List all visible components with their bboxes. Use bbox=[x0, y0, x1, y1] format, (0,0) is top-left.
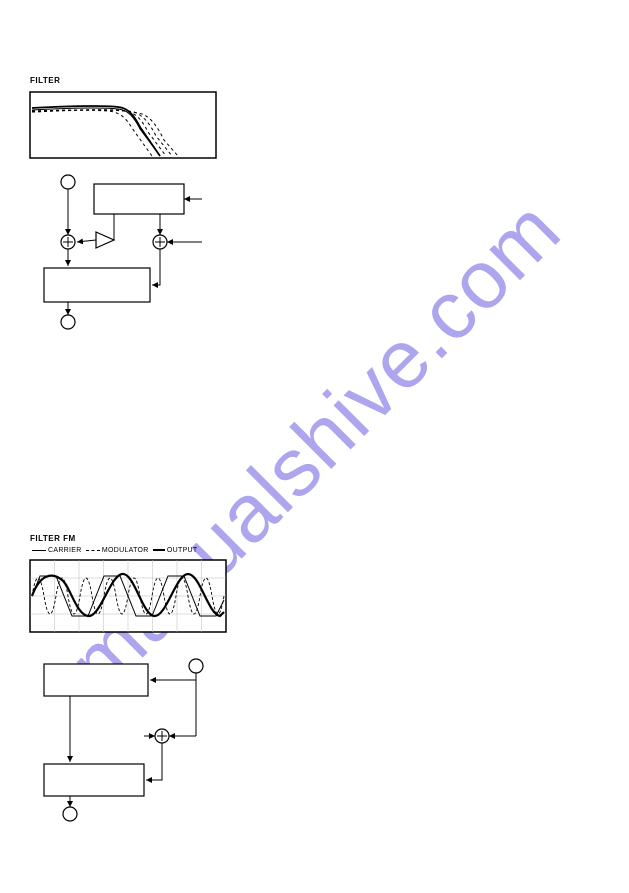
filter-title: FILTER bbox=[30, 76, 60, 85]
filter-fm-graph bbox=[0, 0, 629, 893]
fm-block-diagram bbox=[44, 659, 203, 821]
legend-output-line bbox=[153, 549, 165, 551]
filter-fm-title: FILTER FM bbox=[30, 534, 197, 543]
filter-fm-legend: CARRIER MODULATOR OUTPUT bbox=[30, 547, 197, 554]
legend-modulator-label: MODULATOR bbox=[102, 547, 149, 554]
filter-fm-section: FILTER FM CARRIER MODULATOR OUTPUT bbox=[30, 534, 197, 554]
legend-output-label: OUTPUT bbox=[167, 547, 198, 554]
fm-wave-box bbox=[30, 560, 226, 632]
legend-modulator-line bbox=[86, 550, 100, 551]
legend-carrier-label: CARRIER bbox=[48, 547, 82, 554]
filter-section: FILTER bbox=[30, 76, 60, 89]
legend-carrier-line bbox=[32, 550, 46, 551]
